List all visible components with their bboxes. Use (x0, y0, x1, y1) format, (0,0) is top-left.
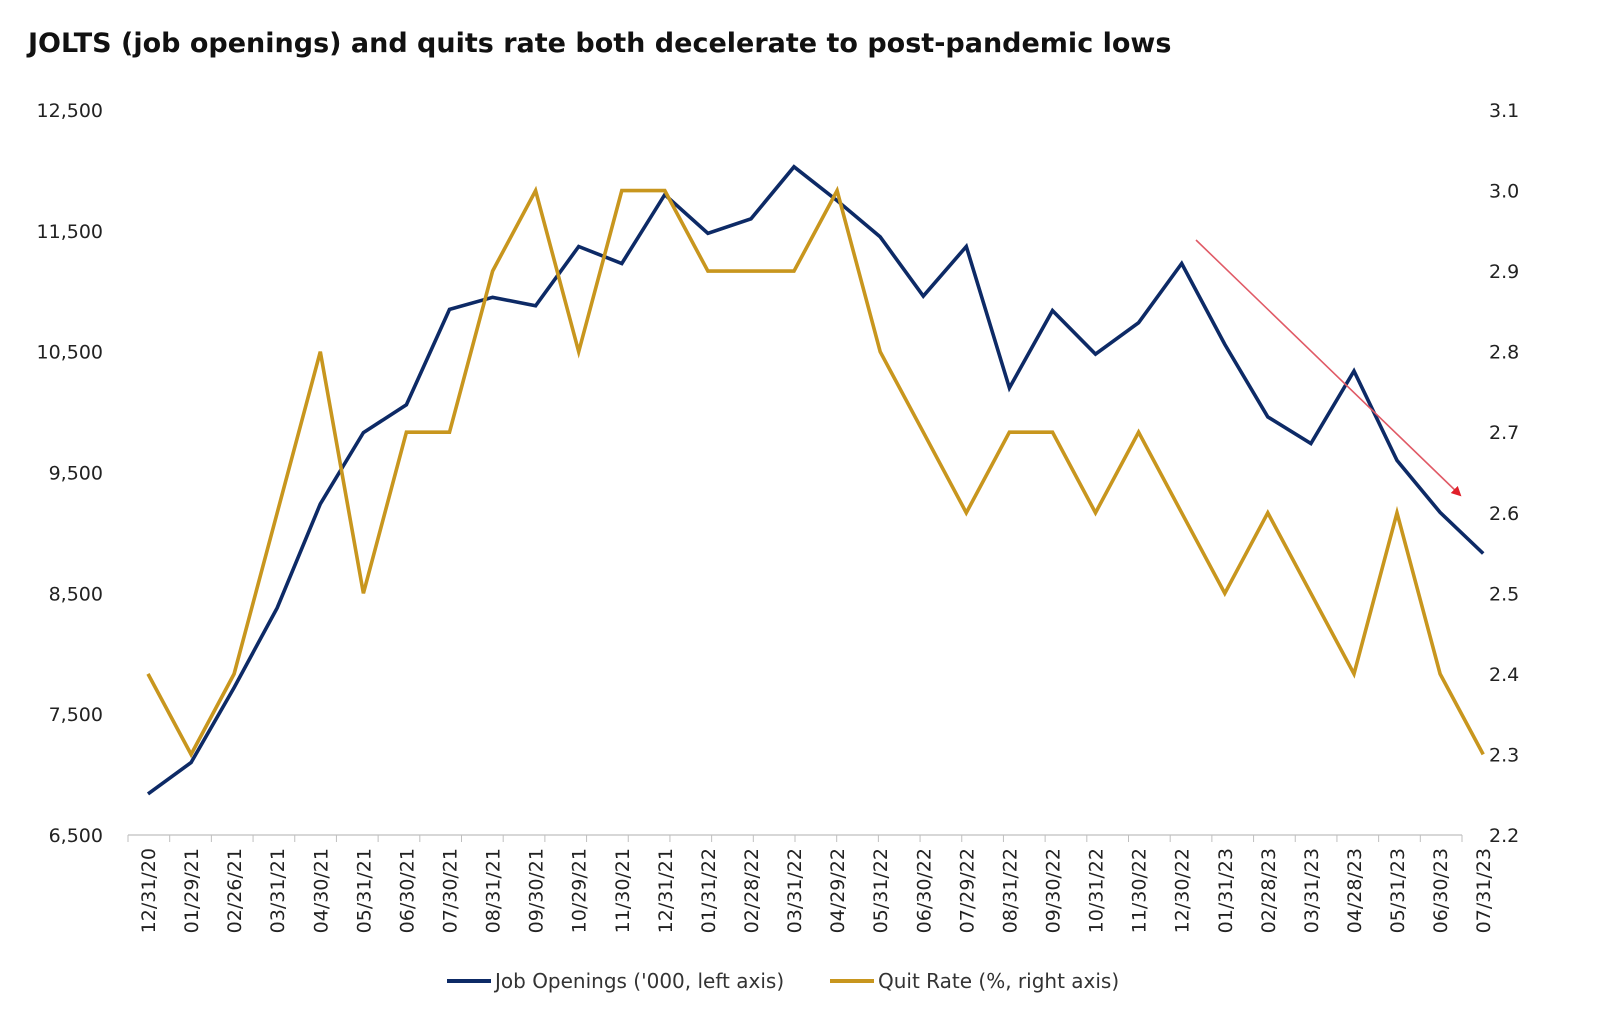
right-axis-tick-label: 2.5 (1489, 583, 1519, 605)
right-axis-tick-label: 2.9 (1489, 261, 1519, 283)
x-axis-tick-label: 12/31/21 (655, 848, 677, 933)
left-axis-tick-label: 12,500 (37, 100, 103, 122)
x-axis-tick-label: 10/29/21 (569, 848, 591, 933)
x-axis-tick-label: 01/31/23 (1215, 848, 1237, 933)
left-axis-tick-label: 8,500 (49, 583, 103, 605)
x-axis-tick-label: 02/28/22 (741, 848, 763, 933)
x-axis-tick-label: 01/29/21 (181, 848, 203, 933)
x-axis-tick-label: 10/31/22 (1086, 848, 1108, 933)
right-axis-tick-label: 2.6 (1489, 503, 1519, 525)
x-axis-tick-label: 07/30/21 (439, 848, 461, 933)
x-axis-tick-label: 05/31/22 (870, 848, 892, 933)
x-axis-tick-label: 11/30/21 (612, 848, 634, 933)
x-axis-tick-label: 01/31/22 (698, 848, 720, 933)
left-axis-tick-label: 10,500 (37, 342, 103, 364)
x-axis-tick-label: 12/30/22 (1172, 848, 1194, 933)
x-axis-tick-label: 06/30/21 (396, 848, 418, 933)
x-axis-tick-label: 03/31/21 (267, 848, 289, 933)
quit-rate-line (146, 185, 1485, 759)
right-axis-tick-label: 2.8 (1489, 342, 1519, 364)
left-axis-tick-label: 6,500 (49, 825, 103, 847)
x-axis-tick-label: 04/28/23 (1344, 848, 1366, 933)
x-axis-tick-label: 06/30/23 (1430, 848, 1452, 933)
x-axis-tick-label: 12/31/20 (138, 848, 160, 933)
x-axis-tick-label: 02/28/23 (1258, 848, 1280, 933)
x-axis-tick-label: 05/31/23 (1387, 848, 1409, 933)
right-axis-tick-label: 2.7 (1489, 422, 1519, 444)
x-axis-tick-label: 07/31/23 (1473, 848, 1495, 933)
x-axis-tick-label: 09/30/21 (526, 848, 548, 933)
left-axis-tick-label: 7,500 (49, 704, 103, 726)
x-axis-tick-label: 04/29/22 (827, 848, 849, 933)
right-axis-tick-label: 2.2 (1489, 825, 1519, 847)
x-axis-tick-label: 05/31/21 (353, 848, 375, 933)
left-axis-tick-label: 9,500 (49, 463, 103, 485)
job-openings-line (146, 164, 1485, 796)
right-axis-tick-label: 2.3 (1489, 744, 1519, 766)
x-axis-tick-label: 07/29/22 (956, 848, 978, 933)
x-axis-tick-label: 02/26/21 (224, 848, 246, 933)
left-axis-tick-label: 11,500 (37, 221, 103, 243)
x-axis-tick-label: 09/30/22 (1042, 848, 1064, 933)
x-axis-tick-label: 08/31/21 (483, 848, 505, 933)
x-axis-tick-label: 03/31/22 (784, 848, 806, 933)
x-axis-tick-label: 03/31/23 (1301, 848, 1323, 933)
x-axis-tick-label: 11/30/22 (1129, 848, 1151, 933)
legend-label-quit-rate: Quit Rate (%, right axis) (878, 969, 1119, 993)
x-axis-tick-label: 08/31/22 (999, 848, 1021, 933)
chart-title: JOLTS (job openings) and quits rate both… (28, 28, 1172, 59)
x-axis-tick-label: 04/30/21 (310, 848, 332, 933)
right-axis-tick-label: 3.0 (1489, 181, 1519, 203)
trend-arrow (1195, 239, 1462, 497)
right-axis-tick-label: 2.4 (1489, 664, 1519, 686)
legend-label-job-openings: Job Openings ('000, left axis) (493, 969, 784, 993)
x-axis-tick-label: 06/30/22 (913, 848, 935, 933)
right-axis-tick-label: 3.1 (1489, 100, 1519, 122)
